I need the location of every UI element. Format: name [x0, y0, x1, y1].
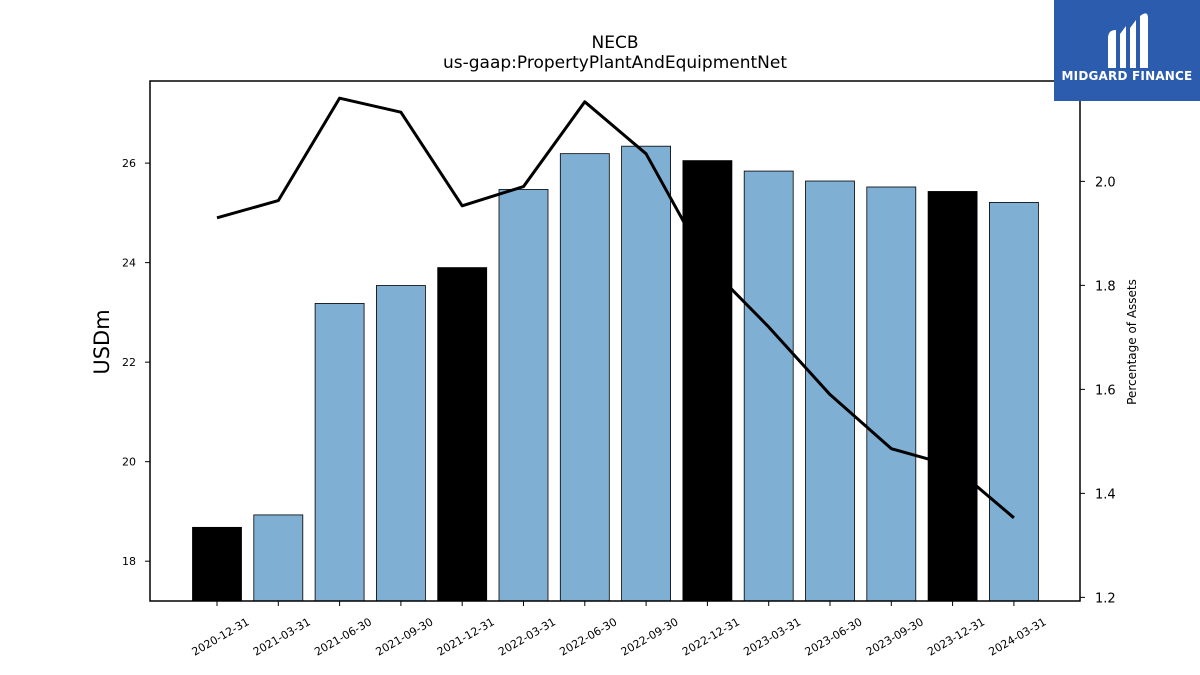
x-tick-label: 2022-12-31 — [680, 615, 742, 658]
x-tick-label: 2022-06-30 — [557, 615, 619, 658]
chart-subtitle: us-gaap:PropertyPlantAndEquipmentNet — [443, 53, 787, 73]
y-tick-label: 18 — [122, 555, 136, 568]
y2-tick-label: 1.4 — [1095, 487, 1116, 502]
x-tick-label: 2021-12-31 — [435, 615, 497, 658]
chart-title: NECB — [592, 33, 639, 53]
percentage-line — [216, 96, 1015, 519]
bar — [682, 160, 733, 602]
bar — [805, 180, 855, 602]
x-tick-label: 2022-09-30 — [619, 615, 681, 658]
logo-text: MIDGARD FINANCE — [1061, 69, 1193, 83]
y2-tick-label: 1.6 — [1095, 383, 1116, 398]
x-tick-label: 2021-06-30 — [312, 615, 374, 658]
midgard-logo-icon — [1108, 13, 1148, 68]
x-tick-label: 2023-06-30 — [803, 615, 865, 658]
bar — [498, 189, 549, 602]
bar — [866, 186, 917, 602]
x-tick-label: 2020-12-31 — [190, 615, 252, 658]
x-tick-label: 2022-03-31 — [496, 615, 558, 658]
y2-tick-label: 1.2 — [1095, 591, 1116, 606]
y-axis-label: USDm — [90, 309, 114, 374]
y-tick-label: 24 — [122, 257, 136, 270]
bar — [375, 285, 426, 602]
bar — [743, 170, 794, 602]
x-tick-label: 2021-09-30 — [374, 615, 436, 658]
bar — [621, 145, 671, 602]
x-tick-label: 2023-12-31 — [925, 615, 987, 658]
bar — [437, 267, 488, 602]
x-tick-label: 2023-03-31 — [741, 615, 803, 658]
plot-frame — [149, 80, 1081, 602]
y2-tick-label: 2.0 — [1095, 175, 1116, 190]
bar — [927, 191, 978, 602]
x-tick-label: 2024-03-31 — [987, 615, 1049, 658]
bar — [253, 514, 304, 602]
bar — [314, 303, 365, 602]
bar — [559, 153, 610, 602]
y2-axis-label: Percentage of Assets — [1125, 279, 1139, 405]
y2-tick-label: 1.8 — [1095, 279, 1116, 294]
midgard-finance-logo: MIDGARD FINANCE — [1054, 0, 1200, 101]
bar — [192, 526, 242, 602]
bar — [989, 202, 1039, 602]
y-tick-label: 22 — [122, 356, 136, 369]
y-tick-label: 26 — [122, 157, 136, 170]
y-tick-label: 20 — [122, 456, 136, 469]
x-tick-label: 2021-03-31 — [251, 615, 313, 658]
x-tick-label: 2023-09-30 — [864, 615, 926, 658]
